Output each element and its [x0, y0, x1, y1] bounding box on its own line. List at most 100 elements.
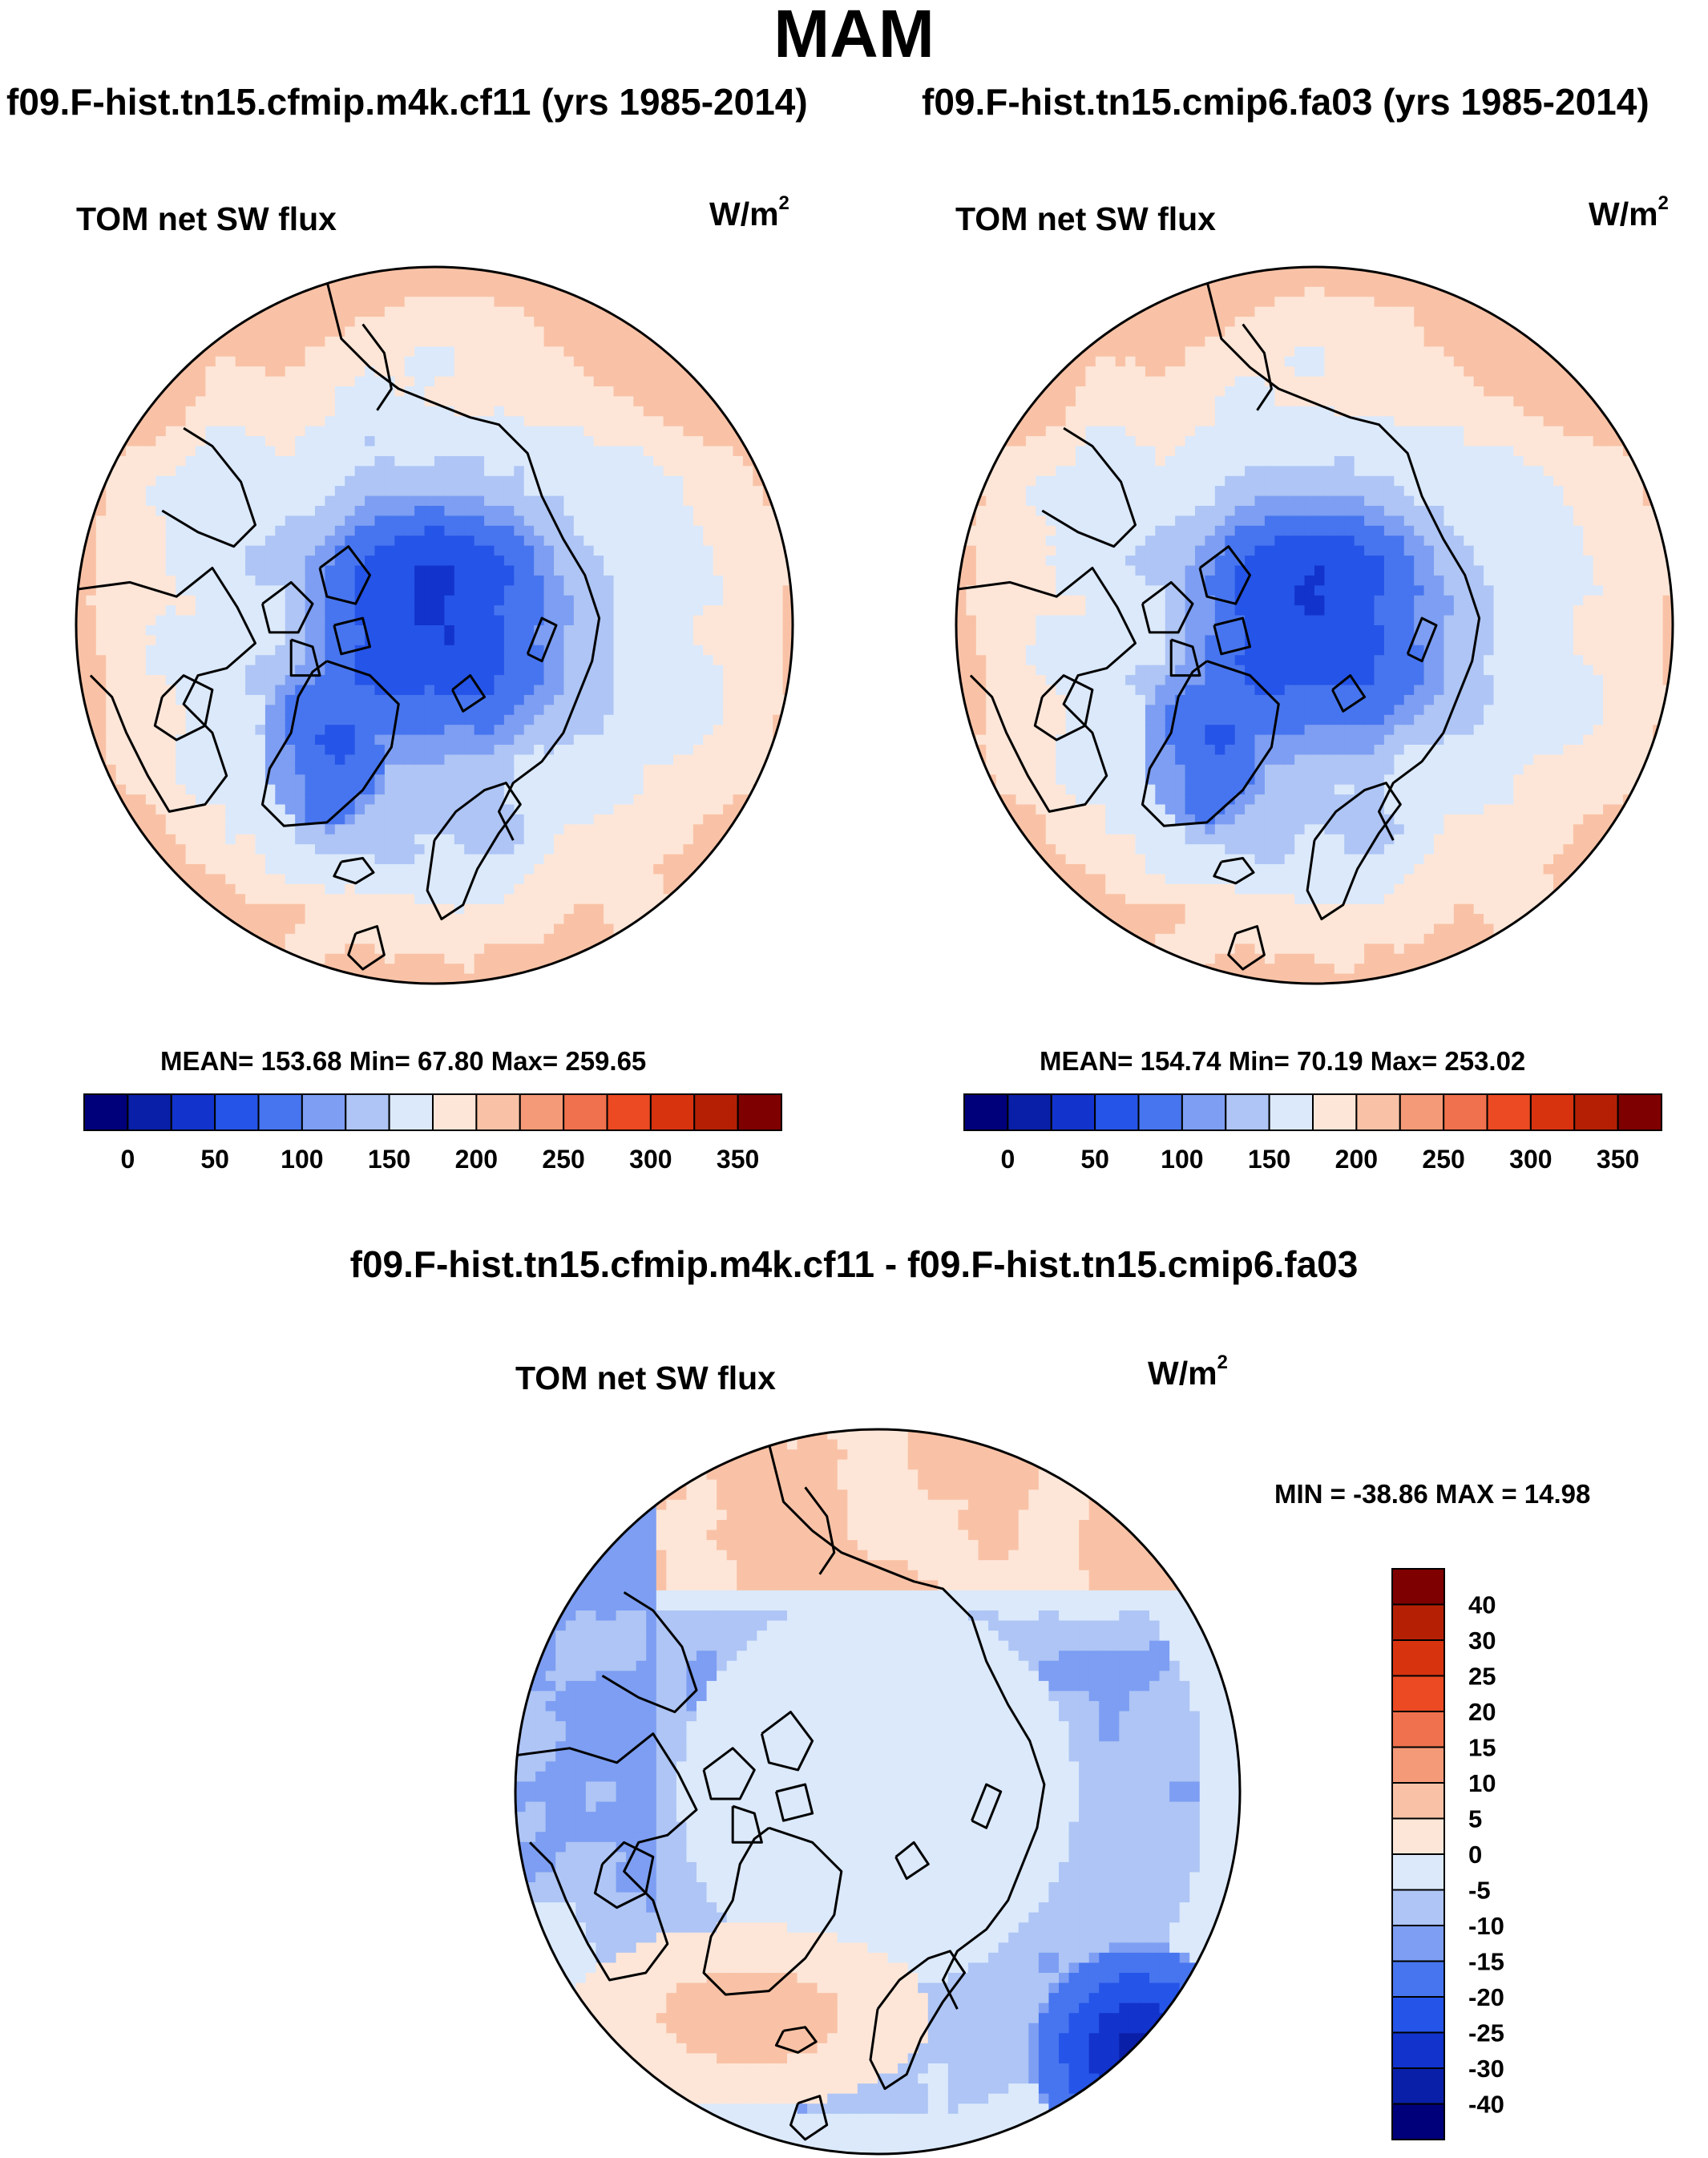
- panel2-cell: [1045, 645, 1056, 657]
- panel1-cell: [613, 615, 624, 626]
- panel1-cell: [692, 455, 705, 467]
- panel1-cell: [563, 615, 575, 626]
- panel1-cell: [484, 914, 495, 925]
- panel1-cell: [215, 685, 227, 696]
- panel1-cell: [703, 545, 714, 556]
- panel1-cell: [414, 336, 426, 348]
- panel2-cell: [1025, 605, 1037, 616]
- panel1-cell: [315, 466, 326, 477]
- panel1-cell: [115, 694, 127, 706]
- panel1-cell: [305, 466, 316, 477]
- panel1-cell: [673, 475, 684, 487]
- panel1-cell: [623, 346, 635, 358]
- panel1-cell: [703, 406, 714, 418]
- panel1-cell: [394, 615, 406, 626]
- panel1-cell: [305, 764, 316, 776]
- panel1-cell: [723, 705, 734, 716]
- panel1-cell: [503, 844, 515, 855]
- panel1-cell: [365, 714, 376, 725]
- panel1-cell: [454, 854, 466, 865]
- panel1-cell: [315, 953, 326, 964]
- panel2-cell: [1036, 396, 1047, 407]
- panel1-cell: [365, 655, 376, 666]
- panel1-cell: [235, 506, 246, 517]
- panel2-cell: [975, 535, 987, 547]
- panel1-cell: [464, 923, 475, 935]
- panel1-cell: [474, 525, 485, 537]
- panel1-cell: [464, 575, 475, 587]
- panel1-cell: [245, 894, 256, 905]
- panel1-cell: [126, 774, 137, 786]
- panel2-case-title: f09.F-hist.tn15.cmip6.fa03 (yrs 1985-201…: [922, 81, 1649, 123]
- panel1-cell: [454, 416, 466, 427]
- panel1-cell: [583, 455, 595, 467]
- panel1-cell: [86, 655, 97, 666]
- panel1-cell: [444, 565, 455, 576]
- panel1-cell: [444, 944, 455, 955]
- panel1-cell: [593, 545, 604, 556]
- panel1-cell: [593, 475, 604, 487]
- panel1-cell: [275, 714, 286, 725]
- panel1-cell: [573, 356, 585, 367]
- panel1-cell: [255, 903, 266, 915]
- panel1-cell: [474, 903, 485, 915]
- panel1-cell: [95, 725, 107, 736]
- panel1-cell: [643, 506, 654, 517]
- panel1-cell: [534, 894, 545, 905]
- panel1-cell: [762, 615, 773, 626]
- panel1-cell: [305, 565, 316, 576]
- panel1-cell: [345, 585, 356, 596]
- panel1-cell: [196, 685, 207, 696]
- panel1-cell: [494, 694, 505, 706]
- panel1-cell: [404, 466, 415, 477]
- panel1-cell: [604, 784, 615, 795]
- panel1-cell: [215, 346, 227, 358]
- panel1-cell: [593, 714, 604, 725]
- panel1-cell: [275, 366, 286, 378]
- panel1-cell: [703, 714, 714, 725]
- panel1-cell: [733, 545, 744, 556]
- panel1-cell: [115, 625, 127, 636]
- panel1-cell: [275, 446, 286, 457]
- panel1-cell: [185, 615, 196, 626]
- panel2-cell: [1025, 655, 1037, 666]
- panel1-cell: [404, 455, 415, 467]
- panel1-cell: [543, 605, 555, 616]
- panel2-cell: [1085, 525, 1096, 537]
- panel1-cell: [374, 883, 386, 895]
- panel1-cell: [723, 506, 734, 517]
- panel1-cell: [514, 416, 525, 427]
- panel1-cell: [583, 894, 595, 905]
- panel1-cell: [573, 605, 585, 616]
- panel1-cell: [165, 446, 176, 457]
- panel1-cell: [315, 436, 326, 447]
- panel1-cell: [255, 416, 266, 427]
- panel1-cell: [384, 595, 396, 606]
- panel1-cell: [762, 645, 773, 657]
- panel1-cell: [76, 615, 87, 626]
- panel1-cell: [205, 874, 216, 885]
- panel2-cell: [1065, 734, 1076, 746]
- panel1-cell: [404, 745, 415, 756]
- panel1-cell: [444, 317, 455, 328]
- panel1-cell: [145, 535, 157, 547]
- panel1-cell: [523, 605, 535, 616]
- panel1-cell: [683, 396, 694, 407]
- panel1-cell: [554, 426, 565, 437]
- panel1-cell: [593, 317, 604, 328]
- panel1-cell: [374, 535, 386, 547]
- panel1-cell: [434, 346, 446, 358]
- panel2-cell: [1025, 565, 1037, 576]
- panel2-cell: [986, 515, 997, 527]
- panel1-cell: [225, 506, 236, 517]
- panel1-cell: [514, 356, 525, 367]
- panel1-cell: [325, 764, 336, 776]
- panel1-cell: [663, 336, 674, 348]
- panel1-cell: [275, 675, 286, 686]
- panel1-cell: [196, 466, 207, 477]
- panel1-cell: [762, 565, 773, 576]
- panel1-cell: [295, 814, 306, 826]
- panel1-cell: [503, 356, 515, 367]
- panel1-cell: [523, 685, 535, 696]
- panel1-cell: [623, 615, 635, 626]
